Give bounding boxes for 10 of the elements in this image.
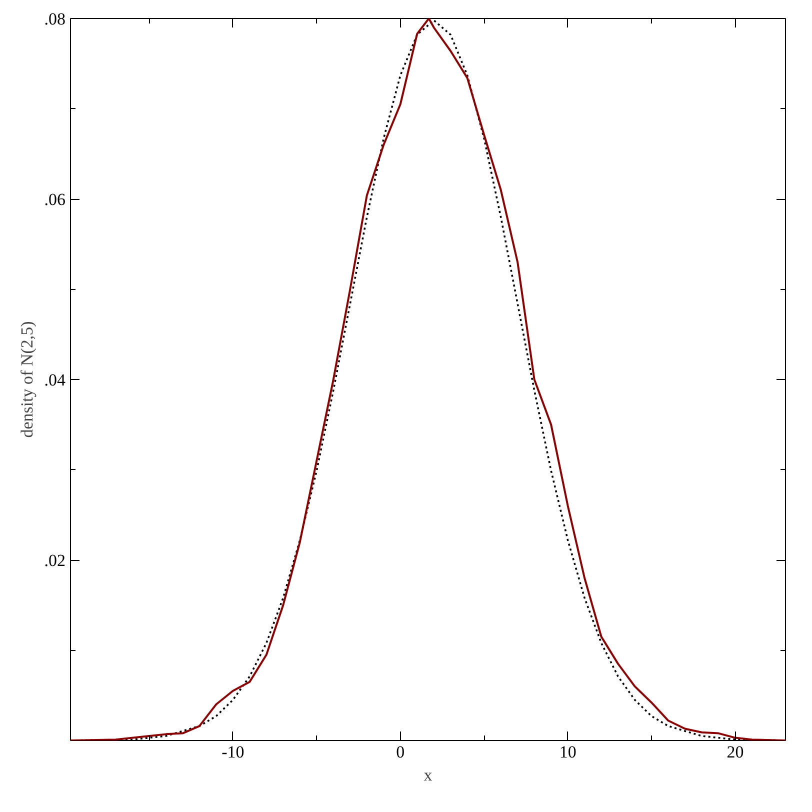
y-tick-label: .04 bbox=[44, 370, 66, 390]
y-tick-label: .02 bbox=[44, 551, 66, 570]
x-tick-label: -10 bbox=[222, 742, 244, 762]
x-tick-label: 0 bbox=[396, 742, 405, 762]
x-tick-label: 20 bbox=[726, 742, 744, 762]
x-tick-label: 10 bbox=[559, 742, 576, 762]
y-tick-label: .08 bbox=[44, 10, 66, 28]
y-tick-label: .06 bbox=[44, 190, 66, 209]
x-axis-title: x bbox=[424, 766, 433, 784]
y-axis-title: density of N(2,5) bbox=[17, 321, 36, 438]
